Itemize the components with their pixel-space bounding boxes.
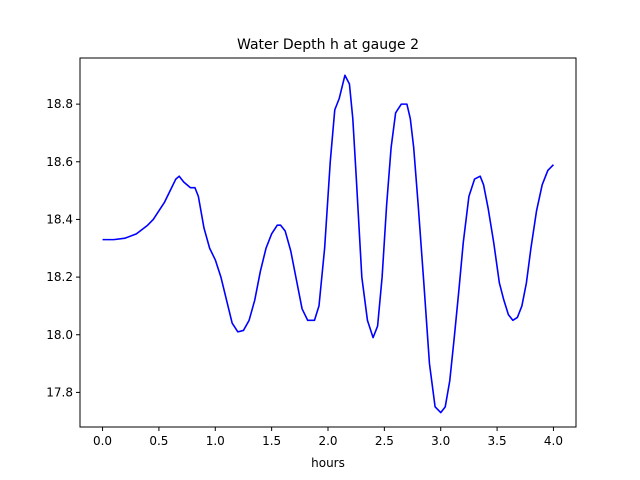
x-tick-label: 3.0 <box>431 434 450 448</box>
y-tick-label: 18.8 <box>46 97 73 111</box>
y-tick-label: 18.0 <box>46 328 73 342</box>
x-tick-label: 1.5 <box>262 434 281 448</box>
x-tick-label: 3.5 <box>488 434 507 448</box>
x-axis-ticks: 0.0 0.5 1.0 1.5 2.0 2.5 3.0 3.5 4.0 <box>93 427 563 448</box>
x-axis-label: hours <box>311 456 345 470</box>
y-axis-ticks: 17.8 18.0 18.2 18.4 18.6 18.8 <box>46 97 80 399</box>
y-tick-label: 17.8 <box>46 385 73 399</box>
y-tick-label: 18.6 <box>46 155 73 169</box>
x-tick-label: 0.0 <box>93 434 112 448</box>
y-tick-label: 18.2 <box>46 270 73 284</box>
x-tick-label: 2.5 <box>375 434 394 448</box>
x-tick-label: 4.0 <box>544 434 563 448</box>
x-tick-label: 1.0 <box>206 434 225 448</box>
x-tick-label: 0.5 <box>149 434 168 448</box>
plot-area <box>102 74 555 414</box>
chart-title: Water Depth h at gauge 2 <box>237 37 419 53</box>
x-tick-label: 2.0 <box>318 434 337 448</box>
y-tick-label: 18.4 <box>46 212 73 226</box>
series-line-0 <box>102 74 555 414</box>
